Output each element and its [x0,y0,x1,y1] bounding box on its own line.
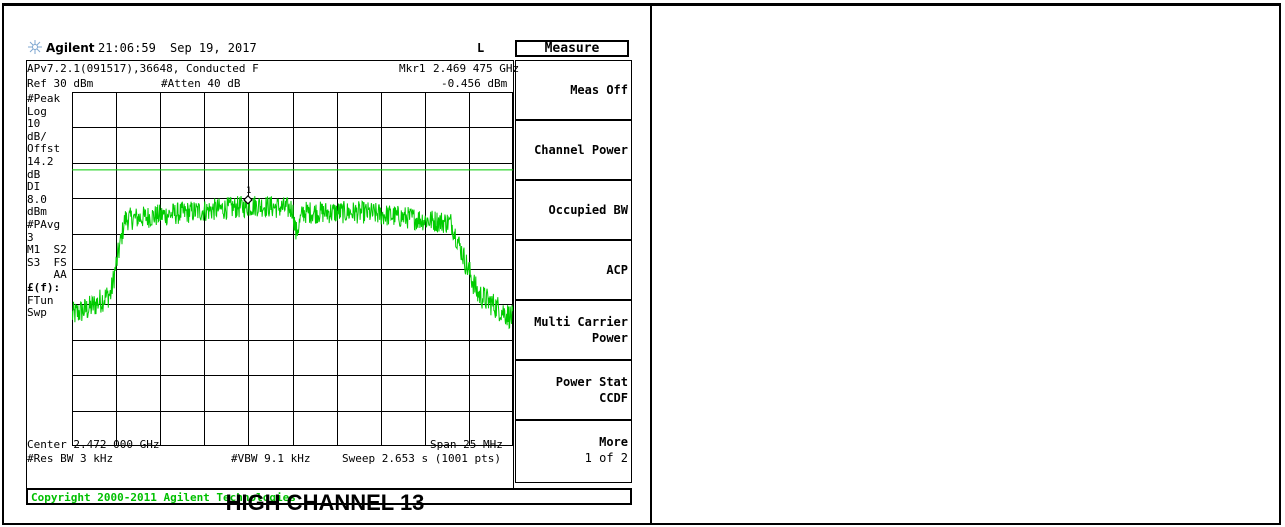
resolution-bandwidth: #Res BW 3 kHz [27,452,114,465]
annotation-line: Swp [27,306,47,320]
annotation-line: dB/ [27,129,47,143]
copyright-text: Copyright 2000-2011 Agilent Technologies [31,491,296,504]
channel-power-softkey[interactable]: Channel Power [515,120,632,180]
softkey-label: Channel Power [534,143,628,157]
annotation-line: M1 S2 [27,243,67,257]
video-bandwidth: #VBW 9.1 kHz [231,452,311,465]
marker-number-label: 1 [246,186,251,196]
annotation-line: dBm [27,205,47,219]
power-stat-ccdf-softkey[interactable]: Power Stat CCDF [515,360,632,420]
annotation-line: S3 FS [27,255,67,269]
annotation-line: 10 [27,117,41,131]
app-version-line: APv7.2.1(091517),36648, Conducted F [27,62,259,75]
softkey-label: Power Stat [555,375,628,389]
softkey-label: More [599,435,628,449]
marker-level: -0.456 dBm [441,77,508,90]
softkey-label: ACP [606,263,628,277]
brand-label: Agilent [46,41,95,55]
copyright-bar: Copyright 2000-2011 Agilent Technologies [26,488,632,505]
softkey-label: Meas Off [570,83,628,97]
center-frequency: Center 2.472 000 GHz [27,438,160,451]
spectrum-graticule: 1 [72,92,513,446]
annotation-line: Offst [27,142,61,156]
annotation-line: #PAvg [27,217,61,231]
figure-caption: HIGH CHANNEL 13 [225,490,425,515]
annotation-line: FTun [27,293,54,307]
marker-label: Mkr1 [399,62,426,75]
spectrum-trace [72,195,513,330]
annotation-line: #Peak [27,92,61,105]
softkey-menu-title: Measure [515,40,629,57]
mode-indicator: L [477,41,485,55]
attenuation: #Atten 40 dB [161,77,241,90]
left-annotations: #Peak Log 10 dB/Offst 14.2 dB DI 8.0 dBm #PAvg 3 M1… [27,92,67,320]
marker-diamond [243,194,253,205]
span: Span 25 MHz [430,438,503,451]
analyzer-screen: Agilent 21:06:59 Sep 19, 2017 L APv7.2.1… [26,35,632,505]
annotation-line: 8.0 [27,192,47,206]
multi-carrier-power-softkey[interactable]: Multi Carrier Power [515,300,632,360]
annotation-line: Log [27,104,47,118]
acp-softkey[interactable]: ACP [515,240,632,300]
softkey-label: Multi Carrier [534,315,628,329]
marker-frequency: 2.469 475 GHz [433,62,520,75]
document-table [2,3,1281,525]
annotation-line: AA [27,268,67,282]
softkey-label-line2: Power [591,331,628,345]
clock-date: Sep 19, 2017 [170,41,257,55]
table-divider [650,3,652,525]
occupied-bw-softkey[interactable]: Occupied BW [515,180,632,240]
annotation-line: 3 [27,230,34,244]
sun-icon [28,40,42,54]
annotation-line: DI [27,180,41,194]
meas-off-softkey[interactable]: Meas Off [515,60,632,120]
annotation-line: £(f): [27,280,61,294]
reference-level: Ref 30 dBm [27,77,94,90]
softkey-page-indicator: 1 of 2 [584,451,628,465]
softkey-label: Occupied BW [548,203,628,217]
softkey-label-line2: CCDF [599,391,628,405]
annotation-line: 14.2 [27,154,54,168]
annotation-line: dB [27,167,41,181]
sweep-time: Sweep 2.653 s (1001 pts) [342,452,501,465]
clock-time: 21:06:59 [98,41,156,55]
more-softkey[interactable]: More 1 of 2 [515,420,632,483]
